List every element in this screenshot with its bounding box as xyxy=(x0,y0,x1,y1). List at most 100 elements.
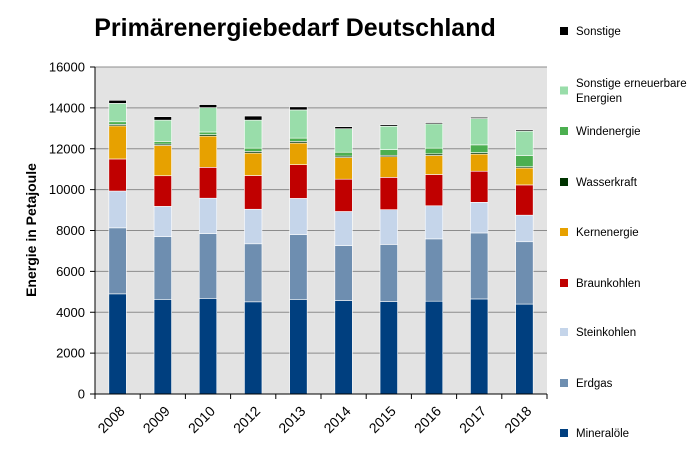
bar-sonstige-2008 xyxy=(108,100,127,104)
x-tick-label: 2010 xyxy=(185,403,218,436)
bar-windenergie-2015 xyxy=(379,149,398,156)
bar-erdgas-2016 xyxy=(424,238,444,302)
bar-erdgas-2008 xyxy=(108,227,127,295)
y-tick-labels: 0 2000 4000 6000 8000 10000 12000 14000 16000 xyxy=(49,60,85,402)
bar-kernenergie-2008 xyxy=(108,125,127,160)
bar-windenergie-2008 xyxy=(108,121,127,125)
bar-sonstige-2015 xyxy=(379,124,398,127)
bar-erdgas-2017 xyxy=(470,232,489,300)
y-tick-label: 12000 xyxy=(49,141,85,156)
legend-item-steinkohlen: Steinkohlen xyxy=(560,327,636,339)
bar-sonstige-2017 xyxy=(470,116,489,119)
legend-swatch xyxy=(560,429,568,437)
bar-braunkohlen-2017 xyxy=(470,170,489,203)
legend-item-wasserkraft: Wasserkraft xyxy=(560,177,638,189)
bar-windenergie-2010 xyxy=(198,131,218,135)
legend-item-sonstige: Sonstige xyxy=(560,26,621,38)
legend-swatch xyxy=(560,328,568,336)
bar-braunkohlen-2016 xyxy=(424,174,444,207)
bar-steinkohlen-2017 xyxy=(470,201,489,234)
bar-steinkohlen-2009 xyxy=(153,206,172,237)
bar-sonstige-erneuerbare-energien-2016 xyxy=(424,123,444,149)
bar-stack-2009 xyxy=(153,116,172,395)
bar-mineralöle-2016 xyxy=(424,300,444,395)
x-tick-labels: 2008 2009 2010 2012 2013 2014 2015 2016 2017 2018 xyxy=(94,403,534,436)
legend-label: Energien xyxy=(576,93,622,105)
bar-stack-2012 xyxy=(244,115,263,395)
legend-label: Wasserkraft xyxy=(576,177,638,189)
bar-mineralöle-2015 xyxy=(379,301,398,395)
legend-swatch xyxy=(560,279,568,287)
y-tick-label: 6000 xyxy=(56,264,85,279)
bar-kernenergie-2018 xyxy=(515,167,534,186)
bar-stack-2010 xyxy=(198,104,218,395)
y-tick-label: 10000 xyxy=(49,182,85,197)
legend-swatch xyxy=(560,127,568,135)
bar-kernenergie-2015 xyxy=(379,156,398,178)
bar-kernenergie-2016 xyxy=(424,155,444,175)
bar-erdgas-2015 xyxy=(379,244,398,302)
bar-stack-2014 xyxy=(334,126,353,395)
bar-kernenergie-2017 xyxy=(470,153,489,172)
bar-mineralöle-2009 xyxy=(153,299,172,395)
bar-mineralöle-2014 xyxy=(334,300,353,395)
bar-steinkohlen-2018 xyxy=(515,214,534,243)
bar-kernenergie-2012 xyxy=(244,152,263,176)
bar-sonstige-erneuerbare-energien-2018 xyxy=(515,130,534,156)
y-tick-label: 2000 xyxy=(56,346,85,361)
bar-mineralöle-2008 xyxy=(108,293,127,395)
bar-sonstige-2014 xyxy=(334,126,353,130)
bar-mineralöle-2013 xyxy=(289,299,308,395)
legend-swatch xyxy=(560,27,568,35)
bar-windenergie-2017 xyxy=(470,144,489,153)
legend-label: Kernenergie xyxy=(576,227,639,239)
legend-label: Sonstige erneuerbare xyxy=(576,78,687,90)
bar-steinkohlen-2015 xyxy=(379,209,398,245)
bar-sonstige-2010 xyxy=(198,104,218,108)
bar-windenergie-2009 xyxy=(153,141,172,145)
y-axis-label: Energie in Petajoule xyxy=(23,163,39,297)
bar-sonstige-erneuerbare-energien-2010 xyxy=(198,107,218,133)
x-tick-label: 2015 xyxy=(366,403,399,436)
legend-label: Erdgas xyxy=(576,378,613,390)
bar-sonstige-2018 xyxy=(515,129,534,132)
legend-swatch xyxy=(560,86,568,95)
bar-steinkohlen-2013 xyxy=(289,198,308,235)
bar-windenergie-2012 xyxy=(244,147,263,152)
bar-braunkohlen-2008 xyxy=(108,158,127,192)
bar-steinkohlen-2014 xyxy=(334,211,353,246)
bar-windenergie-2013 xyxy=(289,137,308,142)
bar-steinkohlen-2012 xyxy=(244,208,263,245)
x-tick-label: 2008 xyxy=(94,403,127,436)
bar-erdgas-2018 xyxy=(515,241,534,305)
bar-mineralöle-2018 xyxy=(515,303,534,395)
legend-item-mineralöle: Mineralöle xyxy=(560,428,629,440)
legend-item-erdgas: Erdgas xyxy=(560,378,613,390)
axes xyxy=(90,66,548,399)
bar-kernenergie-2014 xyxy=(334,157,353,180)
legend-label: Windenergie xyxy=(576,126,641,138)
legend-item-windenergie: Windenergie xyxy=(560,126,641,138)
legend-item-sonstige-erneuerbare-energien: Sonstige erneuerbare Energien xyxy=(560,78,687,105)
bar-steinkohlen-2008 xyxy=(108,190,127,229)
bar-kernenergie-2010 xyxy=(198,135,218,168)
legend-label: Steinkohlen xyxy=(576,327,636,339)
x-tick-label: 2016 xyxy=(411,403,444,436)
y-tick-label: 14000 xyxy=(49,100,85,115)
bar-erdgas-2012 xyxy=(244,243,263,303)
bar-windenergie-2016 xyxy=(424,147,444,155)
bar-stack-2015 xyxy=(379,124,398,395)
x-tick-label: 2017 xyxy=(456,403,489,436)
bar-stack-2018 xyxy=(515,129,534,395)
bar-erdgas-2014 xyxy=(334,245,353,301)
bar-stack-2016 xyxy=(424,122,444,395)
legend-label: Mineralöle xyxy=(576,428,629,440)
bar-stack-2013 xyxy=(289,106,308,395)
bar-sonstige-2013 xyxy=(289,106,308,111)
bar-sonstige-2012 xyxy=(244,115,263,121)
bar-braunkohlen-2018 xyxy=(515,184,534,216)
bar-braunkohlen-2013 xyxy=(289,164,308,199)
legend: Sonstige Sonstige erneuerbare Energien Wind… xyxy=(560,26,687,440)
bar-steinkohlen-2010 xyxy=(198,197,218,234)
